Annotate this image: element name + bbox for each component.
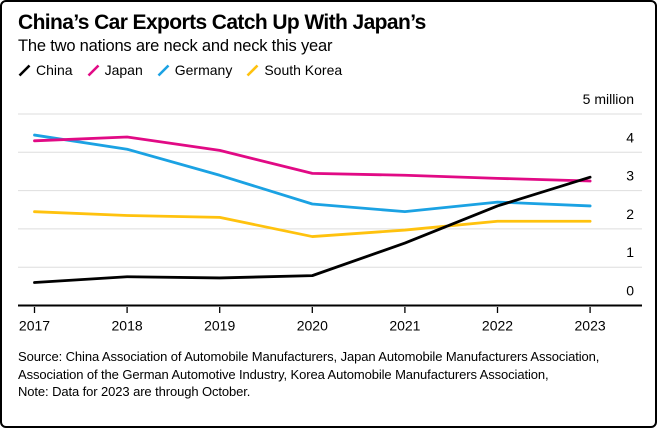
series-line-japan [33, 135, 592, 183]
page-title: China’s Car Exports Catch Up With Japan’… [18, 11, 426, 34]
x-tick-label-2019: 2019 [204, 318, 235, 334]
chart-canvas: 0 1 2 3 4 5 million 2017 2018 2019 2020 2021 2022 20… [18, 91, 642, 334]
y-tick-label-4: 4 [626, 129, 634, 145]
x-tick-label-2021: 2021 [389, 318, 420, 334]
series-line-germany [33, 133, 592, 214]
series-line-south-korea [33, 210, 592, 238]
y-tick-label-2: 2 [626, 206, 634, 222]
y-tick-label-0: 0 [626, 283, 634, 299]
legend-item-china: China [18, 62, 73, 78]
x-tick-label-2022: 2022 [482, 318, 513, 334]
legend: China Japan Germany South Korea [18, 62, 342, 78]
series-line-china [33, 175, 592, 284]
slash-icon [18, 63, 31, 78]
slash-icon [157, 63, 170, 78]
y-tick-label-1: 1 [626, 244, 634, 260]
source-text: Source: China Association of Automobile … [18, 349, 600, 382]
slash-icon [246, 63, 259, 78]
x-tick-label-2020: 2020 [297, 318, 328, 334]
y-tick-label-3: 3 [626, 168, 634, 184]
x-tick-label-2018: 2018 [112, 318, 143, 334]
note-text: Note: Data for 2023 are through October. [18, 384, 251, 399]
legend-label: Germany [174, 62, 233, 78]
x-tick-label-2023: 2023 [575, 318, 606, 334]
legend-label: China [36, 62, 73, 78]
legend-item-germany: Germany [157, 62, 233, 78]
legend-label: Japan [104, 62, 143, 78]
legend-item-japan: Japan [87, 62, 143, 78]
chart-subtitle: The two nations are neck and neck this y… [18, 37, 333, 55]
legend-label: South Korea [264, 62, 343, 78]
slash-icon [87, 63, 100, 78]
x-tick-label-2017: 2017 [19, 318, 50, 334]
chart-footer: Source: China Association of Automobile … [18, 348, 618, 401]
legend-item-south-korea: South Korea [246, 62, 342, 78]
y-tick-label-5: 5 million [583, 91, 634, 107]
